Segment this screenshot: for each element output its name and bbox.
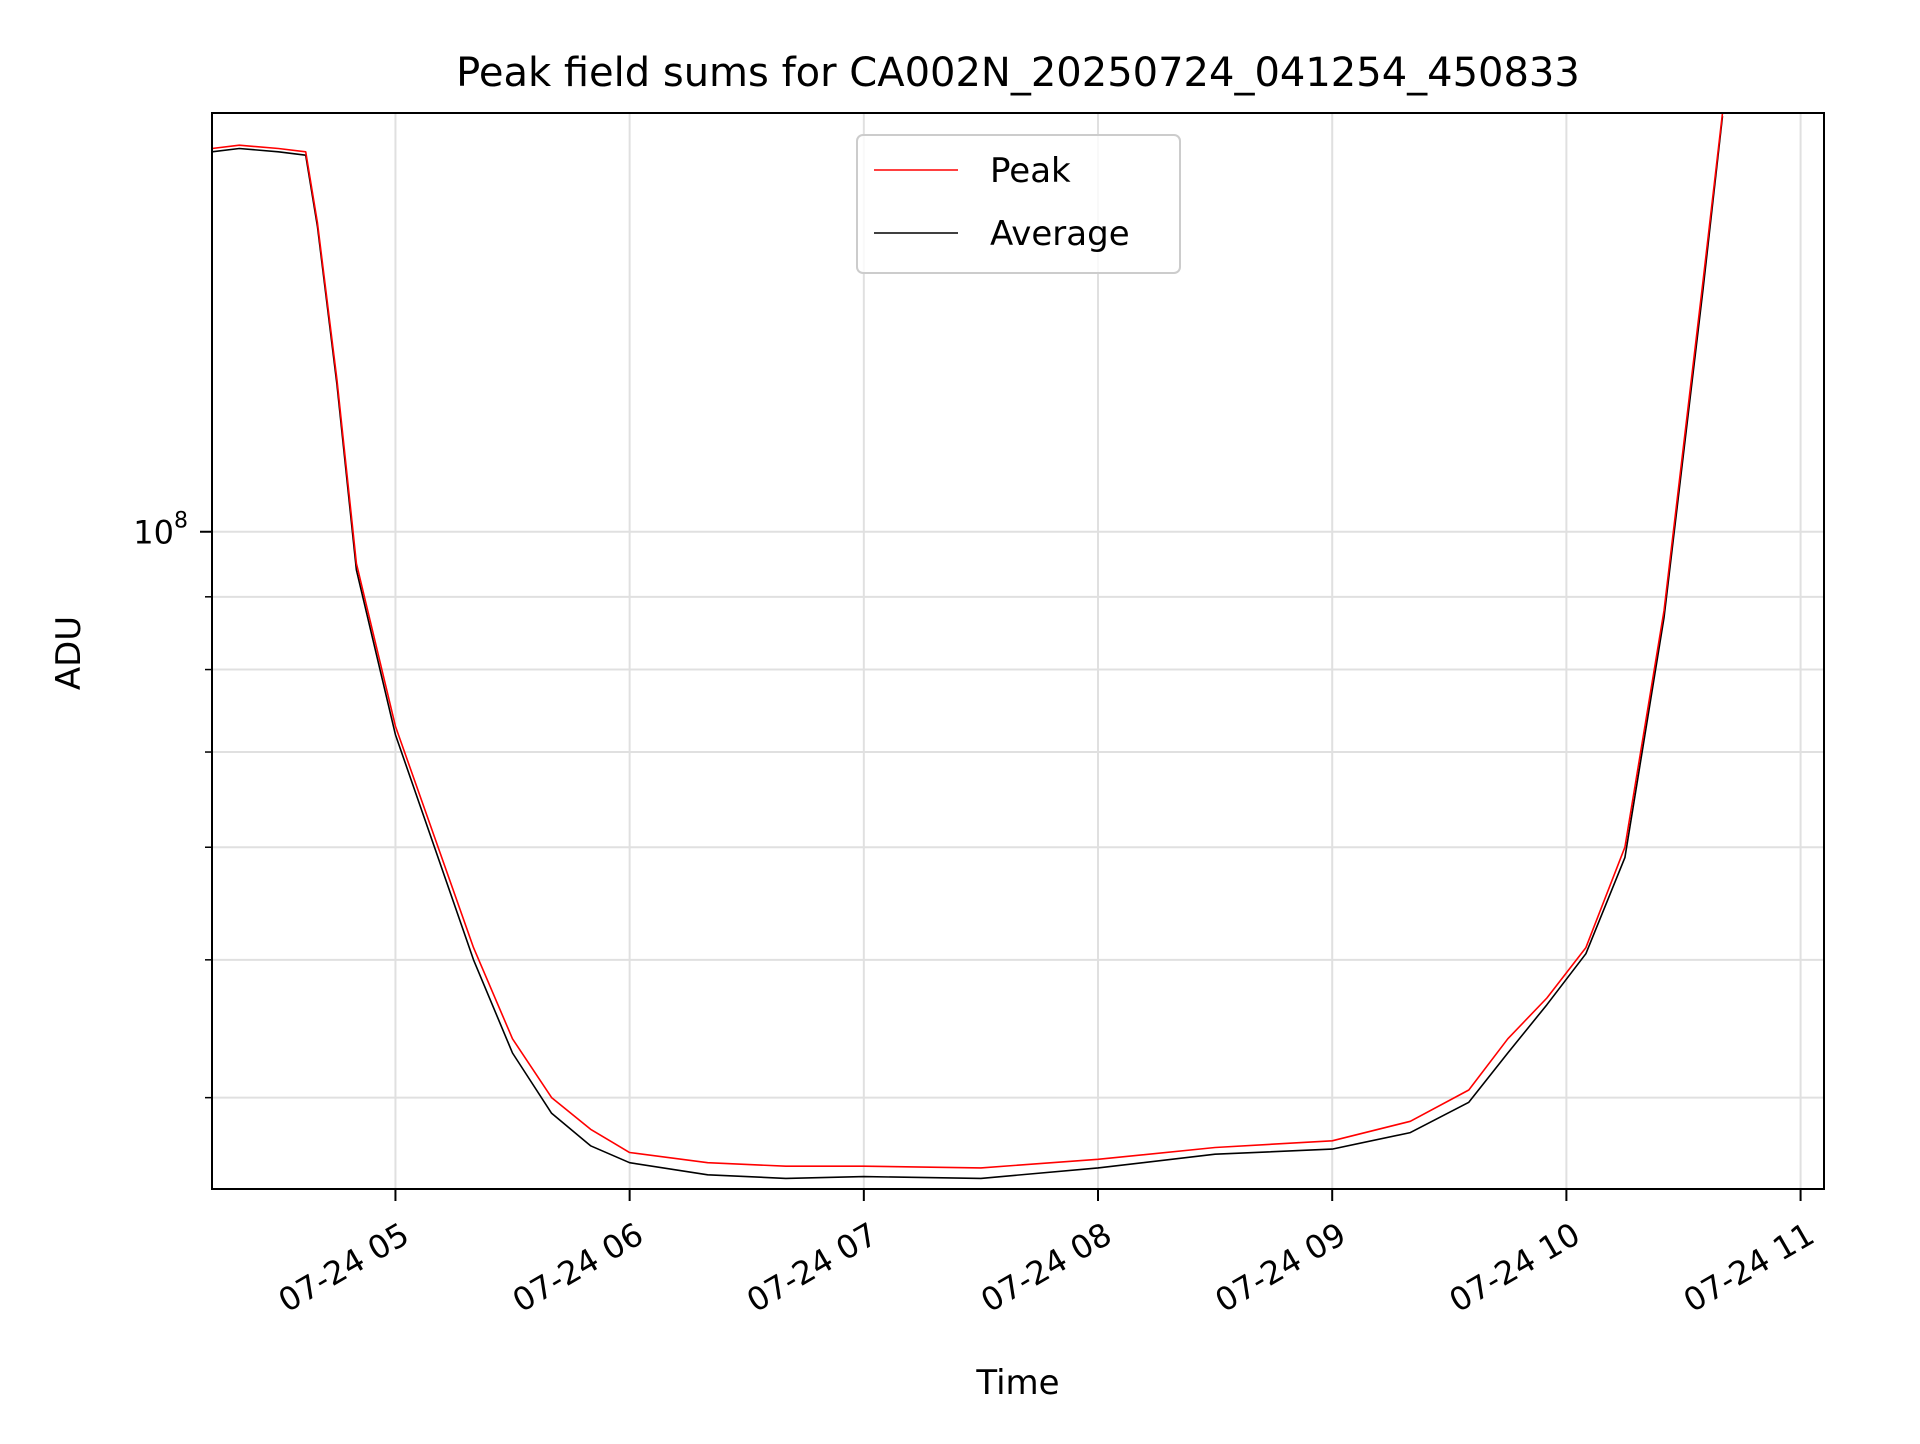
x-axis-label: Time [975,1363,1059,1403]
plot-frame [211,112,1825,1190]
grid-lines [212,113,1824,1189]
chart-title: Peak field sums for CA002N_20250724_0412… [456,50,1580,96]
series-line-peak [211,112,1724,1169]
y-tick-label-base: 10 [133,514,174,552]
legend-label-average: Average [990,214,1130,254]
series-lines [211,112,1724,1180]
y-tick-label-exponent: 8 [174,509,188,534]
y-axis-label: ADU [49,616,89,690]
y-tick-label: 108 [133,509,188,552]
axes [211,112,1825,1190]
legend-label-peak: Peak [990,151,1071,191]
legend: Peak Average [856,134,1181,274]
